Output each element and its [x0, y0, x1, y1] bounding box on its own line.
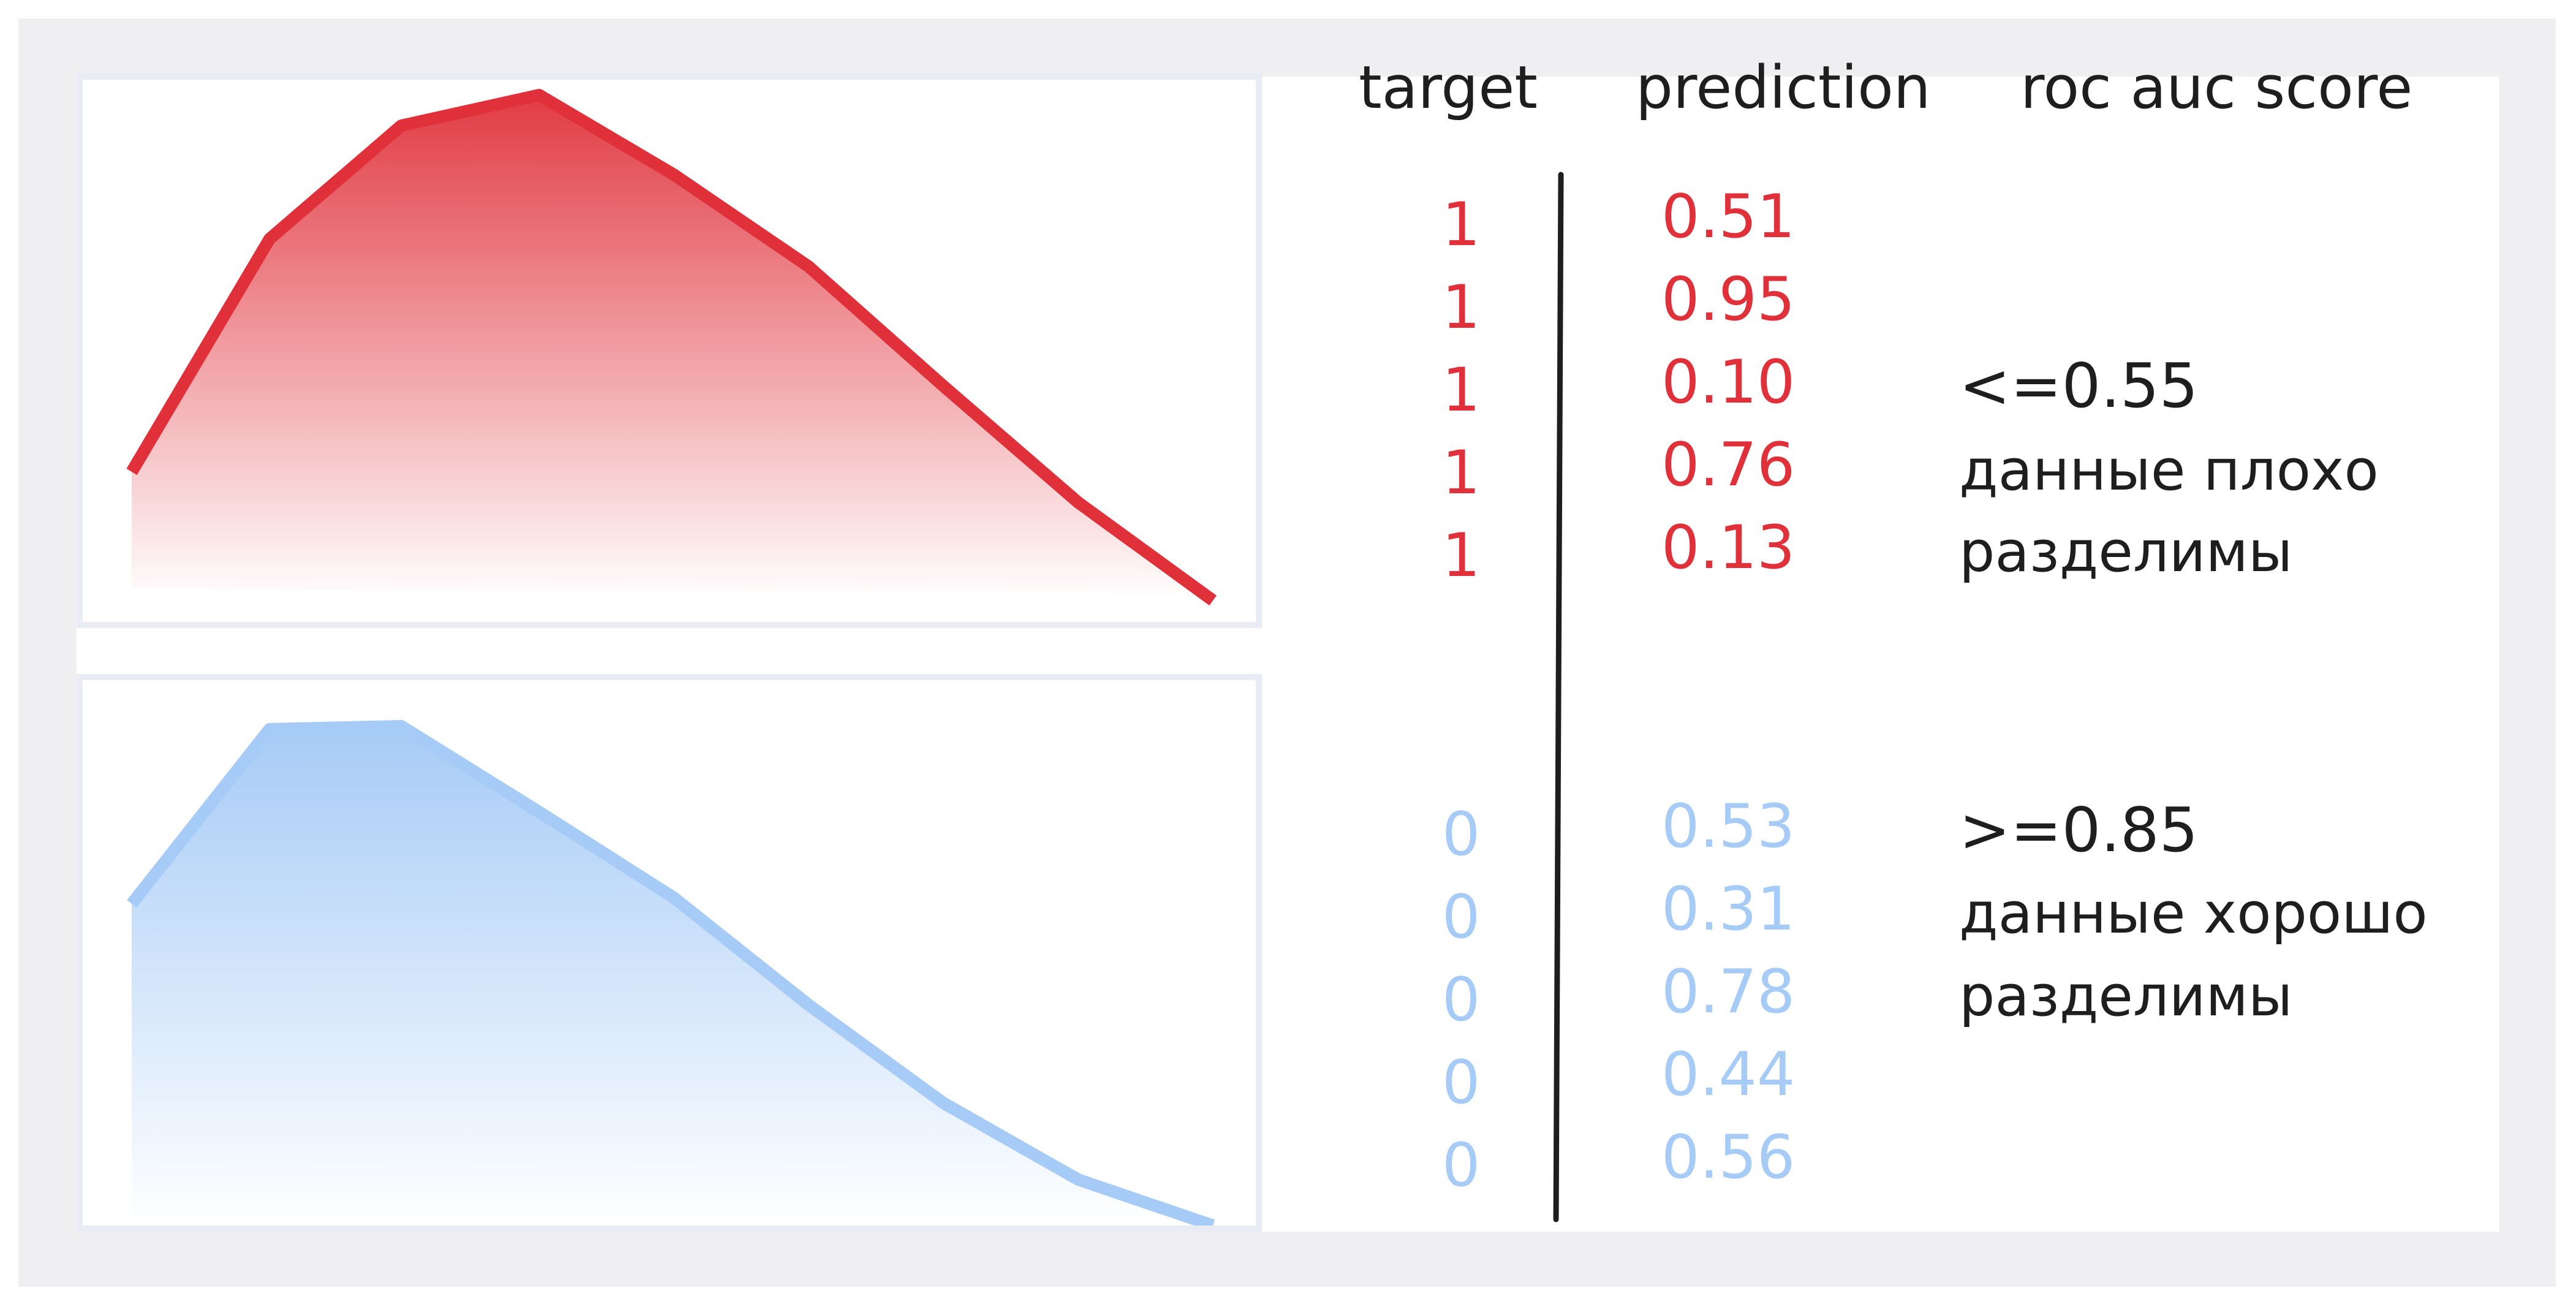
- good-threshold: >=0.85: [1959, 794, 2199, 866]
- prediction-value: 0.56: [1661, 1123, 1796, 1192]
- target-value: 0: [1441, 965, 1481, 1035]
- target-value: 1: [1441, 273, 1481, 343]
- positive-distribution-curve: [126, 89, 1217, 606]
- prediction-value: 0.13: [1661, 513, 1796, 583]
- target-value: 0: [1441, 1048, 1481, 1118]
- header-roc-auc-score: roc auc score: [2020, 53, 2413, 122]
- prediction-value: 0.76: [1661, 430, 1796, 500]
- poor-note-line2: разделимы: [1959, 519, 2293, 585]
- target-value: 1: [1441, 355, 1481, 425]
- good-note-line2: разделимы: [1959, 963, 2293, 1029]
- header-prediction: prediction: [1636, 53, 1931, 122]
- target-value: 0: [1441, 1131, 1481, 1200]
- negative-distribution-panel: [77, 674, 1262, 1232]
- negative-area: [132, 726, 1213, 1226]
- positive-area: [132, 95, 1213, 600]
- target-value: 1: [1441, 438, 1481, 508]
- prediction-value: 0.53: [1661, 792, 1796, 862]
- good-note-line1: данные хорошо: [1959, 881, 2428, 946]
- negative-line: [127, 720, 1215, 1226]
- positive-line: [126, 89, 1217, 606]
- positive-distribution-panel: [77, 74, 1262, 628]
- prediction-value: 0.10: [1661, 347, 1796, 417]
- target-value: 1: [1441, 521, 1481, 591]
- poor-note-line1: данные плохо: [1959, 438, 2379, 503]
- target-value: 0: [1441, 800, 1481, 869]
- prediction-value: 0.51: [1661, 182, 1796, 252]
- header-target: target: [1359, 53, 1538, 122]
- prediction-value: 0.44: [1661, 1040, 1796, 1110]
- target-value: 1: [1441, 190, 1481, 260]
- prediction-value: 0.31: [1661, 874, 1796, 944]
- prediction-value: 0.78: [1661, 957, 1796, 1027]
- prediction-value: 0.95: [1661, 265, 1796, 335]
- poor-threshold: <=0.55: [1959, 350, 2199, 422]
- target-value: 0: [1441, 882, 1481, 952]
- negative-distribution-curve: [127, 720, 1215, 1226]
